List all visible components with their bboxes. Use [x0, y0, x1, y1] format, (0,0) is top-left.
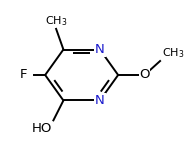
Text: O: O [139, 69, 150, 81]
Text: CH$_3$: CH$_3$ [45, 14, 67, 28]
Text: CH$_3$: CH$_3$ [162, 46, 184, 60]
Text: N: N [95, 43, 105, 56]
Text: N: N [95, 94, 105, 107]
Text: F: F [19, 69, 27, 81]
Text: HO: HO [32, 122, 52, 135]
